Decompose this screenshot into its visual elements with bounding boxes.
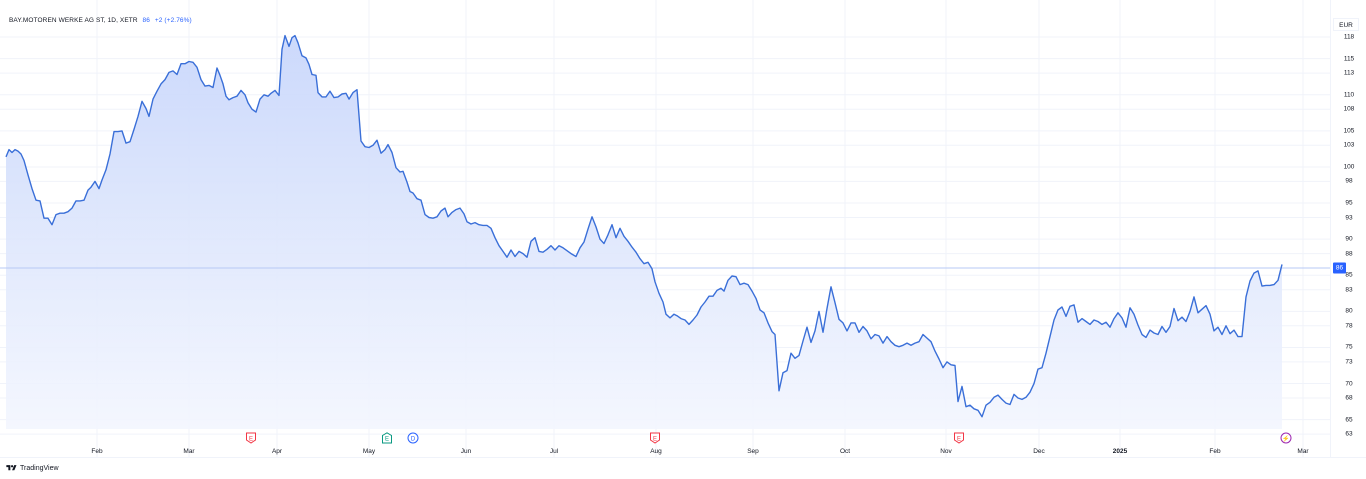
- chart-frame: BAY.MOTOREN WERKE AG ST, 1D, XETR 86 +2 …: [0, 0, 1366, 458]
- price-axis-label: 95: [1345, 199, 1353, 207]
- price-axis-label: 70: [1345, 380, 1353, 388]
- split-flash-event-icon[interactable]: ⚡: [1280, 431, 1292, 444]
- currency-button[interactable]: EUR: [1333, 18, 1359, 31]
- price-axis-label: 108: [1343, 105, 1355, 113]
- time-axis-label: Feb: [1209, 448, 1221, 455]
- time-axis-label: Oct: [839, 448, 851, 455]
- price-change: +2 (+2.76%): [154, 17, 192, 24]
- tradingview-attribution[interactable]: TradingView: [6, 464, 59, 472]
- time-axis-label: Aug: [650, 448, 662, 455]
- price-axis-label: 83: [1345, 286, 1353, 294]
- price-axis-label: 118: [1343, 33, 1355, 41]
- tradingview-brand: TradingView: [20, 464, 59, 472]
- chart-plot-area[interactable]: [0, 0, 1330, 458]
- price-axis-label: 110: [1343, 91, 1355, 99]
- price-axis-label: 98: [1345, 177, 1353, 185]
- time-axis-label: Feb: [91, 448, 103, 455]
- price-axis-label: 73: [1345, 358, 1353, 366]
- time-axis-label: Apr: [271, 448, 283, 455]
- svg-text:E: E: [653, 436, 657, 442]
- last-price: 86: [142, 17, 150, 24]
- time-axis-label: Mar: [183, 448, 195, 455]
- svg-text:⚡: ⚡: [1282, 434, 1289, 442]
- symbol-title[interactable]: BAY.MOTOREN WERKE AG ST, 1D, XETR: [9, 17, 138, 24]
- price-axis-label: 100: [1343, 163, 1355, 171]
- time-axis-label: Jul: [549, 448, 559, 455]
- price-axis-label: 75: [1345, 343, 1353, 351]
- time-axis-label: 2025: [1112, 448, 1128, 455]
- dividend-event-icon[interactable]: D: [407, 431, 419, 444]
- svg-text:D: D: [411, 436, 416, 442]
- price-area-fill: [6, 35, 1282, 429]
- earnings-event-icon[interactable]: E: [245, 431, 257, 444]
- price-chart-svg[interactable]: [0, 0, 1330, 458]
- svg-text:E: E: [957, 436, 961, 442]
- svg-text:E: E: [385, 436, 389, 442]
- time-axis-label: Mar: [1297, 448, 1309, 455]
- price-axis-label: 115: [1343, 55, 1355, 63]
- price-axis-label: 90: [1345, 235, 1353, 243]
- svg-text:E: E: [249, 436, 253, 442]
- price-axis-label: 88: [1345, 250, 1353, 258]
- time-axis-label: Sep: [747, 448, 759, 455]
- current-price-tag: 86: [1333, 262, 1346, 274]
- tradingview-logo-icon: [6, 465, 17, 471]
- chart-legend: BAY.MOTOREN WERKE AG ST, 1D, XETR 86 +2 …: [9, 17, 192, 24]
- price-axis-label: 113: [1343, 69, 1355, 77]
- earnings-event-icon[interactable]: E: [953, 431, 965, 444]
- price-axis-label: 80: [1345, 307, 1353, 315]
- price-axis-label: 103: [1343, 141, 1355, 149]
- earnings-event-icon[interactable]: E: [381, 431, 393, 444]
- price-axis[interactable]: 118 115 113 110 108 105 103 100 98 95 93 90 88 85 83 80…: [1330, 0, 1366, 458]
- price-axis-label: 78: [1345, 322, 1353, 330]
- price-axis-label: 85: [1345, 271, 1353, 279]
- price-axis-label: 63: [1345, 430, 1353, 438]
- price-axis-label: 105: [1343, 127, 1355, 135]
- earnings-event-icon[interactable]: E: [649, 431, 661, 444]
- price-line: [5, 34, 1283, 418]
- time-axis-label: Dec: [1033, 448, 1045, 455]
- price-axis-label: 68: [1345, 394, 1353, 402]
- time-axis-label: Nov: [940, 448, 952, 455]
- time-axis-label: May: [362, 448, 376, 455]
- price-axis-label: 65: [1345, 416, 1353, 424]
- time-axis-label: Jun: [460, 448, 472, 455]
- price-axis-label: 93: [1345, 214, 1353, 221]
